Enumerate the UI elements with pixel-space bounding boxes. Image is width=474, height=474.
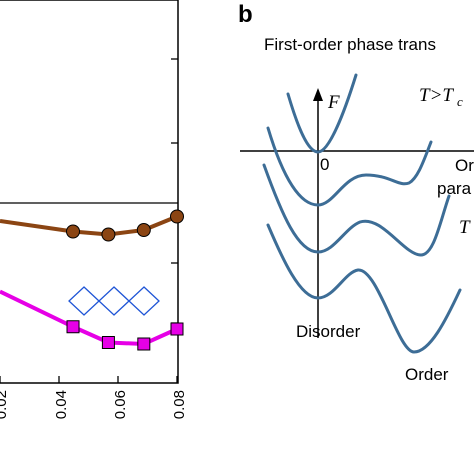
free-energy-curve	[286, 73, 358, 154]
series-line-1	[0, 289, 178, 347]
free-energy-curve	[266, 223, 462, 354]
free-energy-label: F	[327, 92, 340, 113]
data-point	[66, 224, 81, 239]
curve-label-temp: T	[459, 217, 471, 238]
axis-arrow-icon	[313, 88, 323, 101]
panel-b: b First-order phase trans F 0 T>T c Or p…	[238, 1, 474, 384]
data-point	[170, 322, 184, 336]
order-axis-label: Or	[455, 156, 474, 175]
x-tick-label: 0.06	[112, 390, 129, 419]
data-point	[101, 336, 115, 349]
origin-label: 0	[320, 155, 329, 174]
x-tick-label: 0.02	[0, 390, 10, 419]
x-tick-label: 0.04	[53, 390, 70, 419]
critical-subscript: c	[457, 94, 463, 109]
series-layer	[0, 209, 184, 351]
free-energy-curves	[262, 73, 462, 354]
panel-a: 0.02 0.04 0.06 0.08	[0, 0, 188, 419]
order-axis-label-2: para	[437, 179, 472, 198]
blue-diamond-lattice-icon	[68, 286, 160, 316]
disorder-label: Disorder	[296, 322, 361, 341]
panel-b-title: First-order phase trans	[264, 35, 436, 54]
data-point	[136, 223, 151, 237]
panel-a-plot-frame	[0, 0, 179, 384]
panel-b-letter: b	[238, 1, 253, 28]
order-label: Order	[405, 365, 449, 384]
data-point	[137, 337, 151, 351]
free-energy-curve	[266, 126, 433, 207]
free-energy-curve	[262, 163, 451, 257]
data-point	[66, 320, 80, 334]
x-tick-label: 0.08	[171, 390, 188, 419]
data-point	[101, 227, 116, 242]
curve-label-high-temp: T>T	[419, 85, 454, 106]
data-point	[170, 209, 184, 224]
